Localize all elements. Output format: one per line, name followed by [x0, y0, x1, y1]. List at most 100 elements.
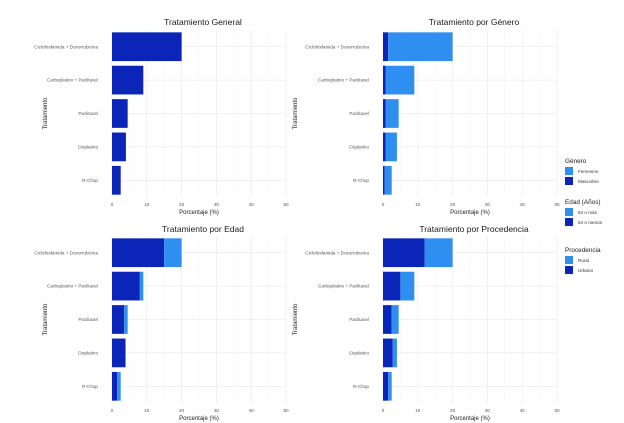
bar-2	[139, 271, 144, 301]
x-axis-label: Porcentaje (%)	[179, 416, 219, 422]
legend-key	[565, 256, 573, 264]
bar-1	[383, 165, 385, 195]
bar-1	[383, 32, 389, 62]
bar-2	[400, 271, 415, 301]
legend-label: 64 o menos	[578, 220, 603, 225]
y-tick-label: Carboplatino + Paclitaxel	[47, 284, 98, 289]
bar-1	[383, 238, 425, 268]
y-tick-label: Paclitaxel	[78, 317, 98, 322]
chart-title: Tratamiento por Edad	[162, 224, 244, 234]
y-axis-label: Tratamiento	[43, 97, 49, 129]
bar-1	[112, 99, 128, 128]
chart-panel-3: Ciclofosfamida + Doxorrubicina Carboplati…	[34, 224, 289, 422]
bar-2	[424, 238, 453, 268]
x-tick-label: 10	[144, 408, 150, 413]
bar-2	[385, 99, 399, 128]
bar-1	[112, 238, 165, 268]
legend-key	[565, 266, 573, 274]
bar-1	[112, 132, 126, 162]
y-tick-label: Ciclofosfamida + Doxorrubicina	[34, 44, 98, 49]
y-tick-label: Cisplatino	[78, 145, 99, 150]
bar-1	[383, 371, 389, 401]
x-tick-label: 20	[450, 408, 456, 413]
legend-key	[565, 177, 573, 185]
bar-1	[112, 165, 121, 195]
bar-2	[125, 338, 126, 368]
bar-1	[383, 338, 393, 368]
x-tick-label: 40	[520, 202, 526, 207]
bar-1	[383, 65, 386, 95]
bar-2	[391, 305, 399, 334]
y-tick-label: Carboplatino + Paclitaxel	[47, 78, 98, 83]
x-tick-label: 0	[382, 202, 385, 207]
legend-key	[565, 218, 573, 226]
bar-2	[384, 165, 392, 195]
x-tick-label: 30	[485, 408, 491, 413]
y-tick-label: Cisplatino	[349, 351, 370, 356]
x-tick-label: 30	[214, 202, 220, 207]
bar-2	[124, 305, 128, 334]
x-tick-label: 50	[554, 202, 560, 207]
bar-2	[385, 132, 397, 162]
legend-label: Femenino	[578, 169, 599, 174]
bar-2	[388, 32, 453, 62]
legend-title: Procedencia	[565, 247, 601, 254]
x-tick-label: 30	[214, 408, 220, 413]
y-tick-label: R-Chop	[353, 178, 369, 183]
y-tick-label: Paclitaxel	[349, 317, 369, 322]
y-tick-label: R-Chop	[82, 178, 98, 183]
bar-2	[164, 238, 182, 268]
bar-2	[388, 371, 392, 401]
bar-1	[112, 305, 125, 334]
x-tick-label: 10	[415, 408, 421, 413]
x-tick-label: 50	[554, 408, 560, 413]
bar-2	[117, 371, 121, 401]
chart-panel-4: Ciclofosfamida + Doxorrubicina Carboplati…	[293, 224, 560, 422]
legend-label: Masculino	[578, 179, 599, 184]
legend-title: Género	[565, 158, 587, 165]
y-tick-label: Ciclofosfamida + Doxorrubicina	[305, 250, 369, 255]
x-tick-label: 20	[450, 202, 456, 207]
x-tick-label: 20	[179, 202, 185, 207]
chart-title: Tratamiento General	[164, 17, 242, 27]
x-axis-label: Porcentaje (%)	[179, 210, 219, 216]
chart-title: Tratamiento por Género	[429, 17, 520, 27]
legend-label: 64 o más	[578, 210, 598, 215]
y-tick-label: R-Chop	[82, 384, 98, 389]
legend-title: Edad (Años)	[565, 199, 601, 206]
x-axis-label: Porcentaje (%)	[450, 416, 490, 422]
legend-3: Procedencia Rural Urbano	[565, 247, 601, 274]
legend-2: Edad (Años) 64 o más 64 o menos	[565, 199, 603, 226]
chart-title: Tratamiento por Procedencia	[419, 224, 529, 234]
x-tick-label: 0	[111, 408, 114, 413]
y-axis-label: Tratamiento	[293, 97, 299, 129]
bar-1	[383, 305, 392, 334]
x-tick-label: 10	[415, 202, 421, 207]
y-tick-label: Carboplatino + Paclitaxel	[318, 284, 369, 289]
y-tick-label: Paclitaxel	[349, 111, 369, 116]
x-tick-label: 50	[283, 408, 289, 413]
bar-1	[112, 371, 118, 401]
bar-1	[383, 271, 401, 301]
x-tick-label: 40	[249, 202, 255, 207]
y-tick-label: Cisplatino	[78, 351, 99, 356]
x-tick-label: 30	[485, 202, 491, 207]
legend-key	[565, 208, 573, 216]
y-tick-label: Carboplatino + Paclitaxel	[318, 78, 369, 83]
chart-panel-1: Ciclofosfamida + Doxorrubicina Carboplati…	[34, 17, 289, 216]
bar-1	[112, 338, 126, 368]
x-tick-label: 40	[249, 408, 255, 413]
y-axis-label: Tratamiento	[293, 303, 299, 335]
y-tick-label: Ciclofosfamida + Doxorrubicina	[34, 250, 98, 255]
chart-panel-2: Ciclofosfamida + Doxorrubicina Carboplati…	[293, 17, 560, 216]
legend-label: Rural	[578, 258, 589, 263]
y-axis-label: Tratamiento	[43, 303, 49, 335]
bar-1	[112, 271, 140, 301]
bar-1	[112, 65, 144, 95]
legend-key	[565, 167, 573, 175]
bar-1	[383, 99, 386, 128]
x-tick-label: 20	[179, 408, 185, 413]
x-tick-label: 50	[283, 202, 289, 207]
legend-1: Género Femenino Masculino	[565, 158, 599, 185]
y-tick-label: Cisplatino	[349, 145, 370, 150]
